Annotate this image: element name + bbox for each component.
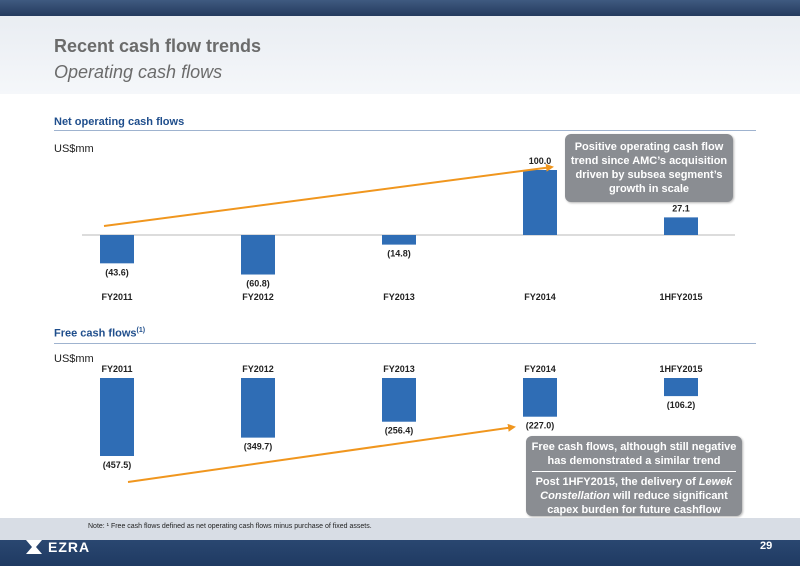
free-cash-flow-section-title: Free cash flows(1): [54, 327, 145, 340]
page-subtitle: Operating cash flows: [54, 62, 223, 82]
header-band: [0, 16, 800, 94]
net-value-label: (43.6): [105, 267, 129, 277]
free-value-label: (227.0): [526, 421, 555, 431]
net-value-label: (14.8): [387, 249, 411, 259]
free-callout-line2-pre: Post 1HFY2015, the delivery of: [535, 476, 699, 488]
top-banner-strip: [0, 0, 800, 16]
free-category-label: FY2014: [524, 364, 556, 374]
free-unit-label: US$mm: [54, 353, 94, 365]
ezra-logo-text: EZRA: [48, 539, 91, 555]
free-callout-line2-post: will reduce significant capex burden for…: [547, 490, 728, 516]
free-cash-flow-title-text: Free cash flows: [54, 327, 137, 340]
net-category-label: FY2014: [524, 292, 556, 302]
free-section-divider: [54, 343, 756, 344]
footnote: Note: ¹ Free cash flows defined as net o…: [88, 523, 372, 530]
free-value-label: (457.5): [103, 460, 132, 470]
page-title: Recent cash flow trends: [54, 36, 262, 56]
net-value-label: 100.0: [529, 156, 552, 166]
net-cash-flow-title-text: Net operating cash flows: [54, 116, 185, 128]
net-bar-fy2014: [523, 170, 557, 235]
net-value-label: (60.8): [246, 279, 270, 289]
free-bar-fy2011: [100, 378, 134, 457]
free-bar-fy2012: [241, 378, 275, 438]
net-unit-label: US$mm: [54, 143, 94, 155]
free-category-label: FY2013: [383, 364, 415, 374]
net-category-label: FY2011: [101, 292, 132, 302]
footer-note-band: [0, 518, 800, 540]
net-value-label: 27.1: [672, 203, 690, 213]
free-category-label: FY2011: [101, 364, 132, 374]
footnote-mark: (1): [136, 327, 146, 334]
net-section-divider: [54, 130, 756, 131]
ezra-logo-icon: [26, 540, 42, 554]
free-value-label: (106.2): [667, 400, 696, 410]
free-callout-vessel-name: Lewek Constellation: [540, 476, 733, 502]
net-trend-arrow: [103, 163, 554, 227]
callout-separator: [532, 471, 736, 472]
net-bar-fy2012: [241, 235, 275, 275]
free-category-label: 1HFY2015: [659, 364, 702, 374]
free-cash-flow-chart: (457.5) FY2011 (349.7) FY2012 (256.4) FY2013 (…: [100, 364, 703, 483]
net-operating-cash-flow-chart: (43.6) FY2011 (60.8) FY2012 (14.8) FY2013 100.…: [82, 156, 735, 302]
free-callout-line1: Free cash flows, although still negative…: [531, 441, 737, 467]
free-bar-fy2013: [382, 378, 416, 422]
net-cash-flow-callout: Positive operating cash flow trend since…: [565, 134, 733, 202]
ezra-logo: EZRA: [24, 538, 90, 556]
free-callout-line2: Post 1HFY2015, the delivery of Lewek Con…: [526, 475, 742, 517]
net-bar-fy2011: [100, 235, 134, 264]
page-number: 29: [760, 540, 773, 552]
net-category-label: FY2012: [242, 292, 274, 302]
free-value-label: (349.7): [244, 442, 273, 452]
free-cash-flow-callout: Free cash flows, although still negative…: [526, 436, 742, 516]
net-category-label: FY2013: [383, 292, 415, 302]
net-bar-1hfy2015: [664, 217, 698, 235]
net-category-label: 1HFY2015: [659, 292, 702, 302]
free-bar-1hfy2015: [664, 378, 698, 397]
free-category-label: FY2012: [242, 364, 274, 374]
free-value-label: (256.4): [385, 426, 414, 436]
free-bar-fy2014: [523, 378, 557, 417]
net-cash-flow-section-title: Net operating cash flows: [54, 116, 184, 128]
free-trend-arrow: [127, 423, 516, 483]
net-bar-fy2013: [382, 235, 416, 245]
